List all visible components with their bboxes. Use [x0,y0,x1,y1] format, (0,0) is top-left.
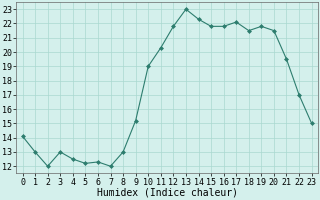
X-axis label: Humidex (Indice chaleur): Humidex (Indice chaleur) [97,188,237,198]
